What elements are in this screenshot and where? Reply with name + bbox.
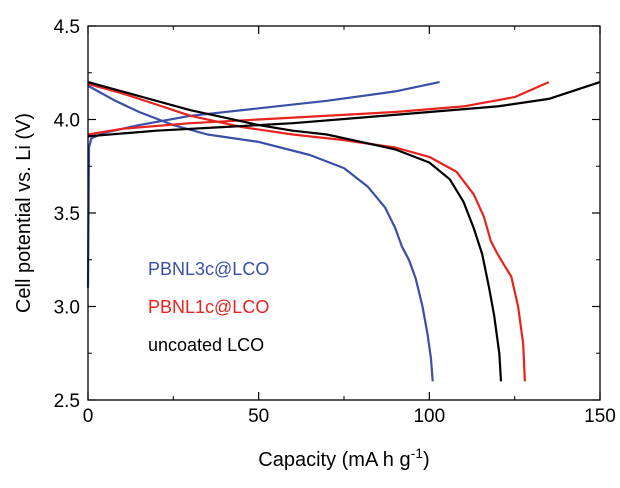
legend: PBNL3c@LCO PBNL1c@LCO uncoated LCO xyxy=(148,259,269,355)
x-tick-label: 150 xyxy=(584,406,616,427)
series-0-charge-curve xyxy=(86,81,440,288)
x-tick-label: 0 xyxy=(83,406,94,427)
y-tick-label: 4.5 xyxy=(54,17,80,38)
y-tick-label: 2.5 xyxy=(54,391,80,412)
series-layer xyxy=(86,81,601,382)
legend-entry-2: uncoated LCO xyxy=(148,335,264,355)
x-axis-label: Capacity (mA h g-1) xyxy=(258,445,429,471)
y-tick-label: 4.0 xyxy=(54,111,80,132)
y-axis-label: Cell potential vs. Li (V) xyxy=(13,113,35,313)
series-2-discharge-curve xyxy=(87,81,503,382)
legend-entry-0: PBNL3c@LCO xyxy=(148,259,269,279)
y-tick-label: 3.0 xyxy=(54,298,80,319)
x-tick-label: 50 xyxy=(248,406,269,427)
x-tick-label: 100 xyxy=(413,406,445,427)
series-2-charge-curve xyxy=(87,81,601,138)
y-tick-label: 3.5 xyxy=(54,204,80,225)
series-1-charge-curve xyxy=(87,81,550,136)
legend-entry-1: PBNL1c@LCO xyxy=(148,297,269,317)
series-0-discharge-curve xyxy=(87,84,434,382)
series-1-discharge-curve xyxy=(87,82,526,382)
ticks-layer: 0 50 100 150 2.5 3.0 3.5 4.0 4.5 xyxy=(54,17,616,427)
